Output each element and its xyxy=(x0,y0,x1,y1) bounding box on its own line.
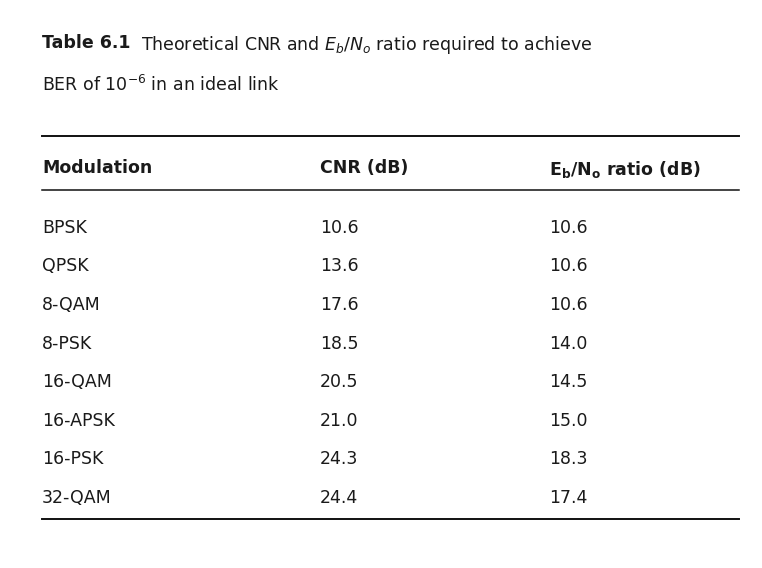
Text: 16-APSK: 16-APSK xyxy=(42,412,115,430)
Text: BPSK: BPSK xyxy=(42,219,87,237)
Text: 32-QAM: 32-QAM xyxy=(42,489,112,507)
Text: 10.6: 10.6 xyxy=(549,219,588,237)
Text: 18.3: 18.3 xyxy=(549,450,588,469)
Text: Theoretical CNR and $\mathit{E}_b/\mathit{N}_o$ ratio required to achieve: Theoretical CNR and $\mathit{E}_b/\mathi… xyxy=(130,34,592,56)
Text: 20.5: 20.5 xyxy=(320,373,359,391)
Text: 14.5: 14.5 xyxy=(549,373,587,391)
Text: 17.6: 17.6 xyxy=(320,296,359,314)
Text: 24.3: 24.3 xyxy=(320,450,358,469)
Text: 18.5: 18.5 xyxy=(320,335,359,353)
Text: $\mathbf{E_b/N_o}$ ratio (dB): $\mathbf{E_b/N_o}$ ratio (dB) xyxy=(549,159,700,180)
Text: 8-PSK: 8-PSK xyxy=(42,335,92,353)
Text: 15.0: 15.0 xyxy=(549,412,588,430)
Text: 17.4: 17.4 xyxy=(549,489,587,507)
Text: 16-QAM: 16-QAM xyxy=(42,373,112,391)
Text: 21.0: 21.0 xyxy=(320,412,359,430)
Text: QPSK: QPSK xyxy=(42,257,88,275)
Text: 10.6: 10.6 xyxy=(549,257,588,275)
Text: 24.4: 24.4 xyxy=(320,489,358,507)
Text: 10.6: 10.6 xyxy=(549,296,588,314)
Text: Modulation: Modulation xyxy=(42,159,152,177)
Text: 13.6: 13.6 xyxy=(320,257,359,275)
Text: 14.0: 14.0 xyxy=(549,335,587,353)
Text: 16-PSK: 16-PSK xyxy=(42,450,104,469)
Text: 8-QAM: 8-QAM xyxy=(42,296,101,314)
Text: 10.6: 10.6 xyxy=(320,219,359,237)
Text: Table 6.1: Table 6.1 xyxy=(42,34,130,52)
Text: BER of $10^{-6}$ in an ideal link: BER of $10^{-6}$ in an ideal link xyxy=(42,75,280,95)
Text: CNR (dB): CNR (dB) xyxy=(320,159,408,177)
